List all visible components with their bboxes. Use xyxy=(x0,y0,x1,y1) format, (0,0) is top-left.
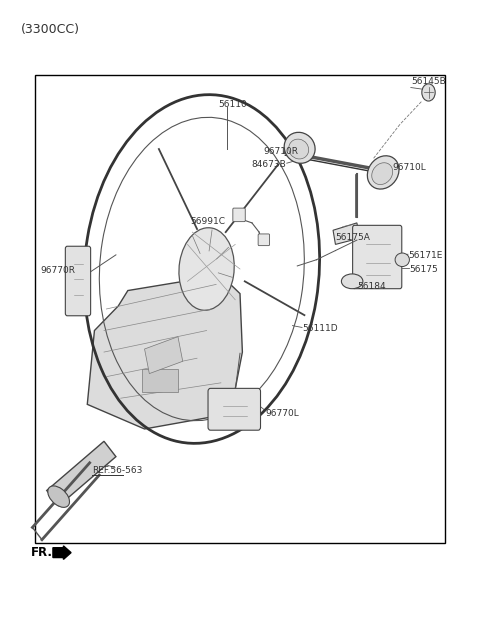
FancyBboxPatch shape xyxy=(233,208,245,222)
FancyArrow shape xyxy=(53,546,71,559)
Ellipse shape xyxy=(179,227,234,310)
Text: 56111D: 56111D xyxy=(302,324,337,333)
FancyBboxPatch shape xyxy=(258,234,270,245)
FancyBboxPatch shape xyxy=(353,226,402,289)
Polygon shape xyxy=(47,441,116,506)
Text: 96710R: 96710R xyxy=(263,147,298,156)
Text: 56991C: 56991C xyxy=(190,217,225,226)
Polygon shape xyxy=(87,275,242,429)
Ellipse shape xyxy=(367,156,399,189)
Text: FR.: FR. xyxy=(31,546,53,559)
Text: (3300CC): (3300CC) xyxy=(21,23,80,36)
Text: 56184: 56184 xyxy=(357,282,385,290)
Ellipse shape xyxy=(288,139,309,159)
Ellipse shape xyxy=(284,132,315,163)
Text: 84673B: 84673B xyxy=(252,160,286,169)
Text: 56171E: 56171E xyxy=(408,251,443,260)
Bar xyxy=(35,75,445,543)
Ellipse shape xyxy=(48,486,70,507)
Text: 56145B: 56145B xyxy=(411,77,445,86)
Text: 56110: 56110 xyxy=(218,100,247,109)
FancyBboxPatch shape xyxy=(208,388,261,430)
Text: 96770L: 96770L xyxy=(265,409,299,418)
Bar xyxy=(142,369,178,392)
Text: 56175A: 56175A xyxy=(336,233,370,242)
Ellipse shape xyxy=(395,253,409,266)
FancyBboxPatch shape xyxy=(65,246,91,316)
Polygon shape xyxy=(333,223,360,244)
Text: 96770R: 96770R xyxy=(40,266,75,276)
Text: 56175: 56175 xyxy=(409,265,438,274)
Polygon shape xyxy=(144,337,183,374)
Ellipse shape xyxy=(341,274,363,289)
Text: 96710L: 96710L xyxy=(393,163,426,172)
Ellipse shape xyxy=(372,163,393,185)
Ellipse shape xyxy=(422,84,435,101)
Text: REF.56-563: REF.56-563 xyxy=(92,466,143,475)
